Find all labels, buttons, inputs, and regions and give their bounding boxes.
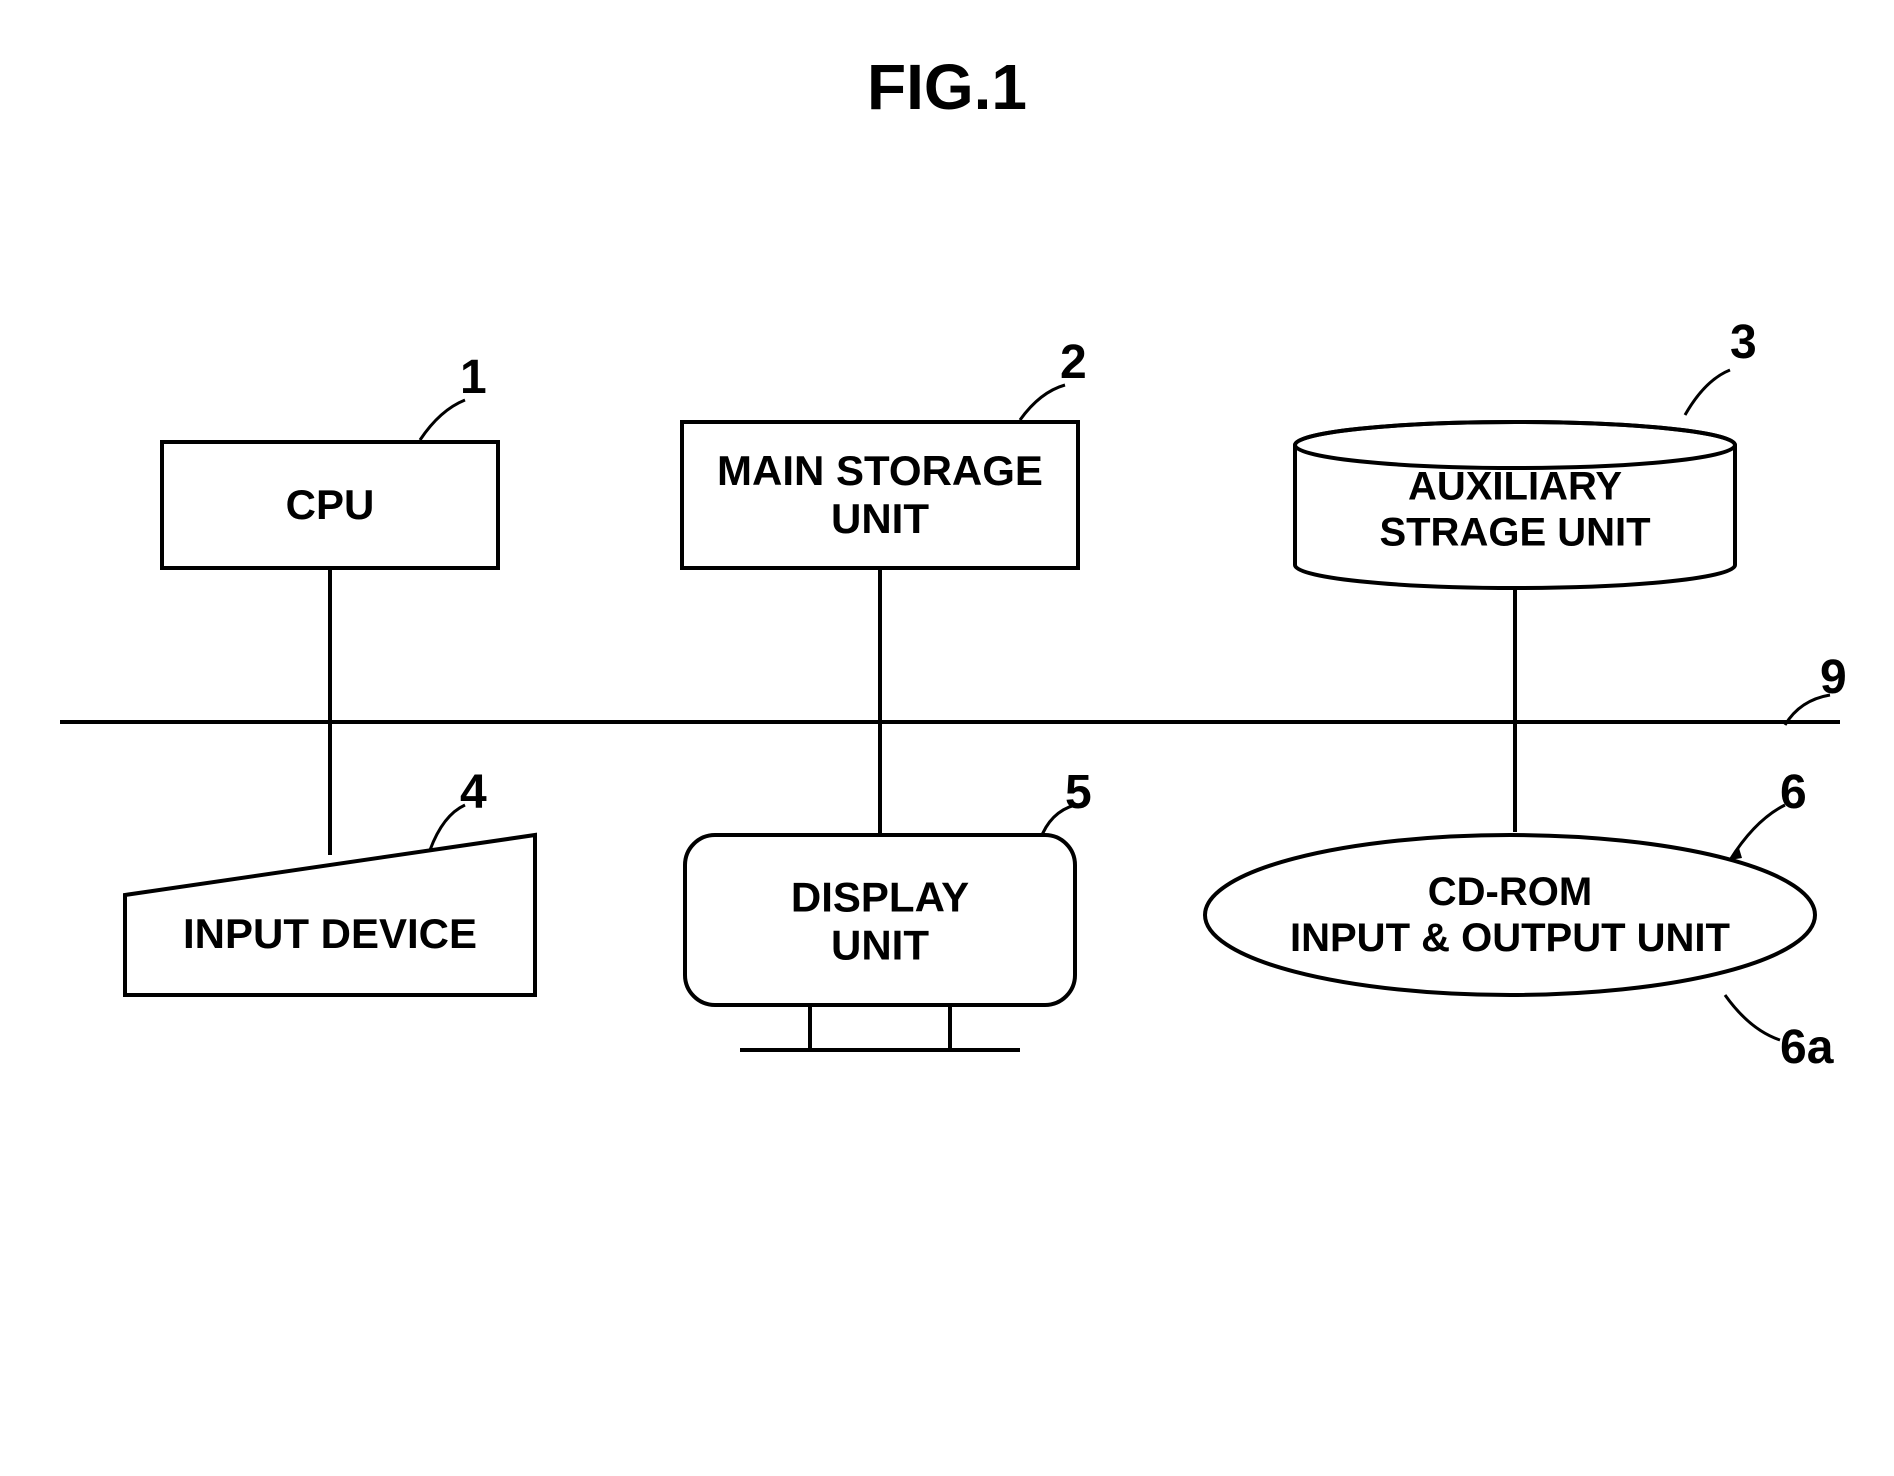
display-unit-connector: [878, 720, 882, 835]
cdrom-label: CD-ROM INPUT & OUTPUT UNIT: [1200, 869, 1820, 961]
aux-storage-node: AUXILIARY STRAGE UNIT: [1290, 420, 1740, 590]
cdrom-sub-leader-curve: [1720, 990, 1790, 1050]
input-device-node: INPUT DEVICE: [120, 830, 540, 1000]
cpu-label: CPU: [286, 481, 375, 529]
cpu-node: CPU: [160, 440, 500, 570]
block-diagram: 9 1 CPU 2 MAIN STORAGE UNIT 3 AUXILIARY …: [60, 340, 1840, 1060]
display-unit-label: DISPLAY UNIT: [680, 874, 1080, 971]
bus-leader-curve: [1780, 690, 1840, 730]
input-device-connector: [328, 720, 332, 855]
cdrom-connector: [1513, 720, 1517, 832]
main-storage-connector: [878, 570, 882, 720]
main-storage-label: MAIN STORAGE UNIT: [717, 447, 1043, 544]
bus-line: [60, 720, 1840, 724]
figure-title: FIG.1: [867, 50, 1027, 124]
cpu-connector: [328, 570, 332, 720]
main-storage-leader-curve: [1015, 380, 1075, 425]
aux-storage-connector: [1513, 588, 1517, 720]
aux-storage-ref-num: 3: [1730, 315, 1757, 370]
aux-storage-leader-curve: [1680, 365, 1740, 420]
display-unit-node: DISPLAY UNIT: [680, 830, 1080, 1060]
main-storage-node: MAIN STORAGE UNIT: [680, 420, 1080, 570]
input-device-label: INPUT DEVICE: [120, 909, 540, 957]
cpu-leader-curve: [415, 395, 475, 445]
aux-storage-label: AUXILIARY STRAGE UNIT: [1290, 464, 1740, 556]
cdrom-node: CD-ROM INPUT & OUTPUT UNIT: [1200, 830, 1820, 1000]
